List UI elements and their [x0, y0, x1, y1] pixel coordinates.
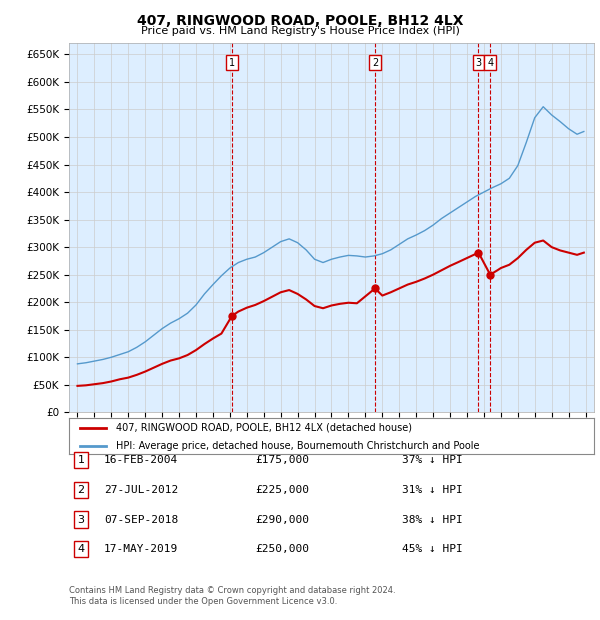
Text: This data is licensed under the Open Government Licence v3.0.: This data is licensed under the Open Gov… — [69, 597, 337, 606]
Text: Contains HM Land Registry data © Crown copyright and database right 2024.: Contains HM Land Registry data © Crown c… — [69, 586, 395, 595]
Text: 2: 2 — [77, 485, 85, 495]
Text: 17-MAY-2019: 17-MAY-2019 — [104, 544, 178, 554]
Text: 37% ↓ HPI: 37% ↓ HPI — [401, 455, 463, 465]
Text: 45% ↓ HPI: 45% ↓ HPI — [401, 544, 463, 554]
Text: 407, RINGWOOD ROAD, POOLE, BH12 4LX (detached house): 407, RINGWOOD ROAD, POOLE, BH12 4LX (det… — [116, 423, 412, 433]
Text: Price paid vs. HM Land Registry's House Price Index (HPI): Price paid vs. HM Land Registry's House … — [140, 26, 460, 36]
Text: 27-JUL-2012: 27-JUL-2012 — [104, 485, 178, 495]
Text: £250,000: £250,000 — [255, 544, 309, 554]
Text: 16-FEB-2004: 16-FEB-2004 — [104, 455, 178, 465]
Text: 1: 1 — [229, 58, 235, 68]
Text: 07-SEP-2018: 07-SEP-2018 — [104, 515, 178, 525]
Text: £290,000: £290,000 — [255, 515, 309, 525]
Text: 4: 4 — [77, 544, 85, 554]
Text: £175,000: £175,000 — [255, 455, 309, 465]
Text: 38% ↓ HPI: 38% ↓ HPI — [401, 515, 463, 525]
Text: 1: 1 — [77, 455, 85, 465]
Text: 3: 3 — [77, 515, 85, 525]
Text: 407, RINGWOOD ROAD, POOLE, BH12 4LX: 407, RINGWOOD ROAD, POOLE, BH12 4LX — [137, 14, 463, 28]
Text: 4: 4 — [487, 58, 493, 68]
Text: 2: 2 — [372, 58, 378, 68]
Text: £225,000: £225,000 — [255, 485, 309, 495]
Text: 3: 3 — [475, 58, 482, 68]
Text: 31% ↓ HPI: 31% ↓ HPI — [401, 485, 463, 495]
Text: HPI: Average price, detached house, Bournemouth Christchurch and Poole: HPI: Average price, detached house, Bour… — [116, 441, 480, 451]
